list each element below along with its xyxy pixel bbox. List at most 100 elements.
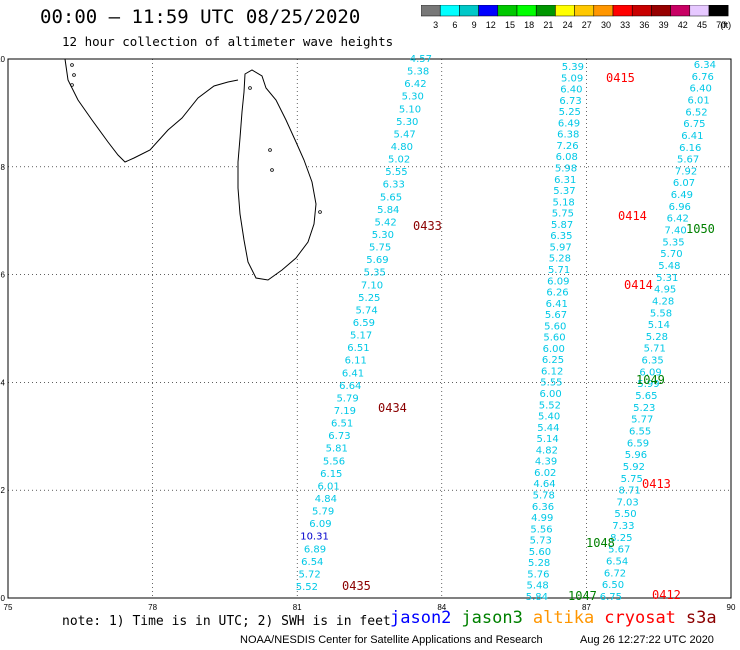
wave-height-value: 6.12 <box>541 366 563 377</box>
wave-height-value: 5.60 <box>529 547 551 558</box>
pass-time-label: 0433 <box>413 219 442 233</box>
wave-height-value: 6.34 <box>694 60 716 71</box>
wave-height-value: 5.44 <box>537 423 559 434</box>
x-tick-label: 75 <box>4 603 13 612</box>
satellite-legend-item: cryosat <box>604 608 676 628</box>
wave-height-value: 7.10 <box>361 280 383 291</box>
wave-height-value: 5.02 <box>388 155 410 166</box>
wave-height-value: 5.67 <box>608 545 630 556</box>
pass-time-label: 0413 <box>642 477 671 491</box>
wave-height-value: 6.89 <box>304 544 326 555</box>
wave-height-value: 6.72 <box>604 568 626 579</box>
wave-height-value: 5.10 <box>399 104 421 115</box>
wave-height-value: 6.54 <box>606 557 628 568</box>
wave-height-value: 5.40 <box>538 412 560 423</box>
wave-height-value: 6.40 <box>560 85 582 96</box>
legend-label: 12 <box>486 20 496 30</box>
wave-height-value: 5.14 <box>536 434 558 445</box>
wave-height-value: 6.41 <box>681 131 703 142</box>
pass-time-label: 0414 <box>624 278 653 292</box>
island-mark <box>270 168 274 172</box>
wave-height-value: 5.70 <box>660 249 682 260</box>
wave-height-value: 5.97 <box>549 242 571 253</box>
wave-height-value: 5.52 <box>296 582 318 593</box>
wave-height-value: 6.01 <box>687 95 709 106</box>
wave-height-value: 5.09 <box>561 73 583 84</box>
wave-height-value: 6.31 <box>554 175 576 186</box>
satellite-legend-item: jason3 <box>461 608 523 628</box>
legend-label: 27 <box>582 20 592 30</box>
wave-height-value: 6.76 <box>692 72 714 83</box>
pass-time-label: 0414 <box>618 209 647 223</box>
wave-height-value: 4.99 <box>531 513 553 524</box>
wave-height-value: 8.25 <box>610 533 632 544</box>
wave-height-value: 6.51 <box>331 419 353 430</box>
wave-height-value: 5.56 <box>323 456 345 467</box>
wave-height-value: 6.33 <box>383 180 405 191</box>
legend-label: 45 <box>697 20 707 30</box>
wave-height-value: 5.79 <box>336 393 358 404</box>
wave-height-value: 5.60 <box>543 333 565 344</box>
pass-time-label: 1047 <box>568 589 597 603</box>
wave-height-value: 5.65 <box>635 391 657 402</box>
wave-height-value: 6.09 <box>547 276 569 287</box>
wave-height-value: 5.67 <box>677 155 699 166</box>
wave-height-value: 4.80 <box>391 142 413 153</box>
wave-height-value: 6.09 <box>309 519 331 530</box>
wave-height-value: 4.84 <box>315 494 337 505</box>
wave-height-value: 4.39 <box>535 457 557 468</box>
wave-height-value: 10.31 <box>300 532 329 543</box>
wave-height-value: 6.38 <box>557 130 579 141</box>
wave-height-value: 5.78 <box>533 491 555 502</box>
wave-height-value: 5.38 <box>407 67 429 78</box>
satellite-legend-item: s3a <box>685 608 717 628</box>
legend-swatch <box>708 5 729 17</box>
wave-height-value: 5.73 <box>530 536 552 547</box>
y-tick-label: 4 <box>1 378 6 387</box>
wave-height-value: 6.00 <box>540 389 562 400</box>
sri-lanka-outline: Sri Lanka <box>237 69 317 281</box>
wave-height-value: 5.75 <box>552 209 574 220</box>
wave-height-value: 5.67 <box>545 310 567 321</box>
wave-height-value: 5.75 <box>369 243 391 254</box>
legend-label: 36 <box>639 20 649 30</box>
legend-label: 39 <box>659 20 669 30</box>
wave-height-value: 5.28 <box>528 558 550 569</box>
color-scale-legend: 3 6 9 12 15 18 21 24 27 30 33 36 39 42 45 70(ft) <box>421 5 731 30</box>
legend-label: 30 <box>601 20 611 30</box>
wave-height-value: 4.28 <box>652 296 674 307</box>
wave-height-value: 5.84 <box>377 205 399 216</box>
wave-height-value: 6.54 <box>301 557 323 568</box>
wave-height-value: 5.37 <box>553 186 575 197</box>
wave-height-value: 5.84 <box>526 592 548 603</box>
y-tick-label: 8 <box>1 163 6 172</box>
wave-height-value: 6.96 <box>669 202 691 213</box>
wave-height-value: 5.71 <box>644 344 666 355</box>
wave-height-value: 6.64 <box>339 381 361 392</box>
wave-height-value: 5.23 <box>633 403 655 414</box>
wave-height-value: 7.19 <box>334 406 356 417</box>
island-mark <box>268 148 272 152</box>
wave-height-value: 6.09 <box>639 367 661 378</box>
legend-label: 33 <box>620 20 630 30</box>
wave-height-value: 6.75 <box>600 592 622 603</box>
wave-height-value: 6.02 <box>534 468 556 479</box>
wave-height-value: 5.69 <box>366 255 388 266</box>
wave-height-value: 5.72 <box>298 569 320 580</box>
y-tick-label: 0 <box>1 594 6 603</box>
wave-height-value: 5.31 <box>656 273 678 284</box>
credit-line: NOAA/NESDIS Center for Satellite Applica… <box>240 634 543 646</box>
wave-height-value: 5.99 <box>637 379 659 390</box>
wave-height-value: 6.25 <box>542 355 564 366</box>
wave-height-value: 5.96 <box>625 450 647 461</box>
wave-height-value: 6.35 <box>642 356 664 367</box>
wave-height-value: 6.49 <box>671 190 693 201</box>
wave-height-value: 5.50 <box>614 509 636 520</box>
wave-height-value: 5.30 <box>402 92 424 103</box>
wave-height-value: 6.49 <box>558 118 580 129</box>
wave-height-value: 6.41 <box>546 299 568 310</box>
satellite-legend-item: altika <box>532 608 595 628</box>
wave-height-value: 5.47 <box>393 129 415 140</box>
units-note: note: 1) Time is in UTC; 2) SWH is in fe… <box>62 614 391 629</box>
wave-height-value: 6.07 <box>673 178 695 189</box>
